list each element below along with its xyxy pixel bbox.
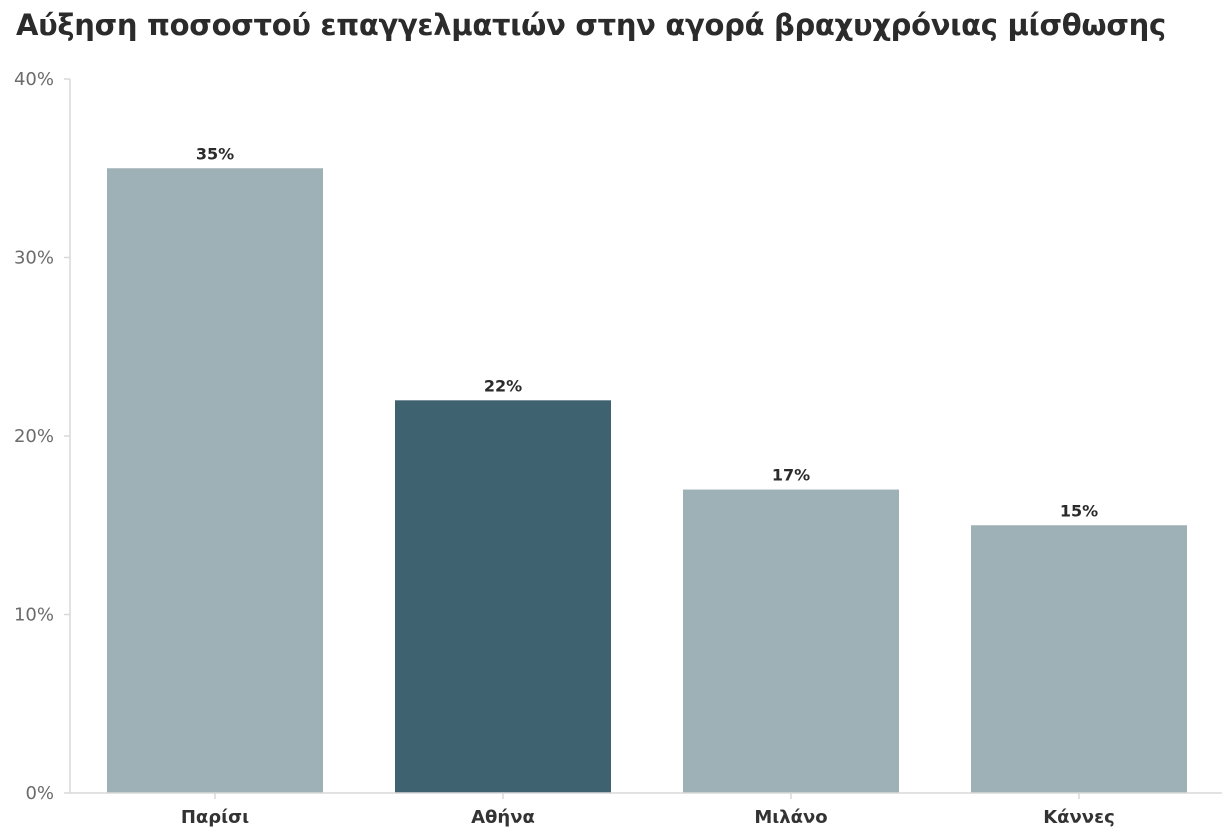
bar <box>107 168 323 793</box>
x-tick-label: Αθήνα <box>471 807 535 828</box>
y-tick-label: 10% <box>14 605 54 626</box>
bar-value-label: 17% <box>772 466 810 485</box>
bar <box>971 525 1187 793</box>
bars: 35% 22% 17% 15% <box>107 144 1187 793</box>
bar-value-label: 35% <box>196 144 234 163</box>
x-axis: Παρίσι Αθήνα Μιλάνο Κάννες <box>70 792 1222 828</box>
x-tick-label: Παρίσι <box>181 807 249 828</box>
y-tick-label: 20% <box>14 426 54 447</box>
bar <box>395 400 611 793</box>
x-tick-label: Μιλάνο <box>754 807 827 828</box>
x-tick-label: Κάννες <box>1043 807 1115 828</box>
y-tick-label: 30% <box>14 248 54 269</box>
y-axis: 0% 10% 20% 30% 40% <box>14 69 71 804</box>
y-tick-label: 40% <box>14 69 54 90</box>
bar <box>683 489 899 793</box>
bar-value-label: 15% <box>1060 501 1098 520</box>
y-tick-label: 0% <box>25 783 54 804</box>
bar-value-label: 22% <box>484 376 522 395</box>
chart-title: Αύξηση ποσοστού επαγγελματιών στην αγορά… <box>16 8 1166 42</box>
